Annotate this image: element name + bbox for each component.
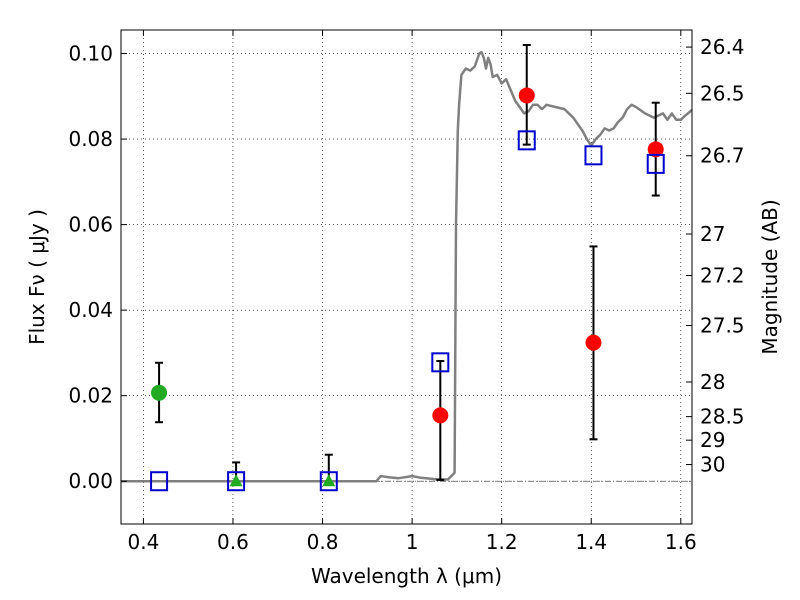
y-tick-label: 0.02 xyxy=(68,384,113,408)
y-axis-label: Flux Fν ( μJy ) xyxy=(25,209,49,345)
data-point-circle xyxy=(151,384,168,401)
model-spectrum-layer xyxy=(121,50,693,483)
y-tick-label: 0.10 xyxy=(68,42,113,66)
x-tick-label: 1.4 xyxy=(575,530,607,554)
y-tick-label: 0.04 xyxy=(68,298,113,322)
magnitude-tick-label: 26.7 xyxy=(700,144,745,168)
magnitude-tick-label: 26.5 xyxy=(700,81,745,105)
model-spectrum-line xyxy=(121,50,693,483)
grid-layer xyxy=(121,30,692,524)
x-tick-label: 1.2 xyxy=(486,530,518,554)
y-tick-label: 0.06 xyxy=(68,213,113,237)
y-tick-label: 0.08 xyxy=(68,127,113,151)
x-axis-ticks: 0.4 0.6 0.8 1 1.2 1.4 1.6 xyxy=(127,30,697,554)
x-tick-label: 1 xyxy=(406,530,419,554)
data-point-triangle xyxy=(322,474,336,487)
data-point-square xyxy=(227,471,246,492)
data-point-square xyxy=(646,153,665,174)
data-point-circle xyxy=(647,141,664,158)
magnitude-tick-label: 27 xyxy=(700,222,725,246)
data-point-square xyxy=(584,145,603,166)
x-axis-label: Wavelength λ (μm) xyxy=(311,564,502,588)
data-point-square xyxy=(150,471,169,492)
x-tick-label: 1.6 xyxy=(665,530,697,554)
magnitude-tick-label: 30 xyxy=(700,453,725,477)
plot-frame xyxy=(120,29,693,525)
magnitude-axis-label: Magnitude (AB) xyxy=(758,199,782,354)
data-point-square xyxy=(517,130,536,151)
y-axis-ticks: 0.00 0.02 0.04 0.06 0.08 0.10 xyxy=(68,42,127,493)
data-points-layer xyxy=(150,87,665,492)
magnitude-tick-label: 27.2 xyxy=(700,264,745,288)
y-tick-label: 0.00 xyxy=(68,469,113,493)
magnitude-tick-label: 28.5 xyxy=(700,405,745,429)
data-point-circle xyxy=(518,87,535,104)
data-point-triangle xyxy=(229,474,243,487)
x-tick-label: 0.4 xyxy=(127,530,159,554)
magnitude-tick-label: 27.5 xyxy=(700,314,745,338)
data-point-square xyxy=(431,352,450,373)
data-point-circle xyxy=(432,407,449,424)
error-bars-layer xyxy=(155,43,660,482)
data-point-square xyxy=(319,471,338,492)
x-tick-label: 0.8 xyxy=(307,530,339,554)
x-tick-label: 0.6 xyxy=(217,530,249,554)
data-point-circle xyxy=(585,334,602,351)
magnitude-tick-label: 29 xyxy=(700,428,725,452)
magnitude-tick-label: 28 xyxy=(700,370,725,394)
magnitude-tick-label: 26.4 xyxy=(700,35,745,59)
